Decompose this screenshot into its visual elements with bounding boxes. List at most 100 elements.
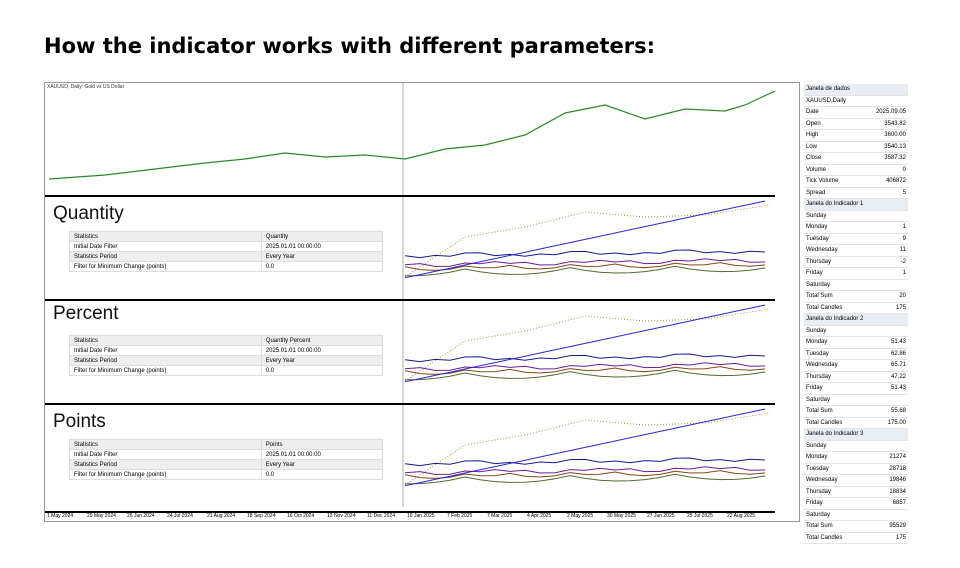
data-value: 51.43: [870, 382, 908, 395]
date-label: 26 Jun 2024: [127, 513, 155, 519]
data-window-title: Janela de dados: [804, 84, 908, 96]
data-value: 3543.82: [870, 118, 908, 130]
param-row: Statistics Period Every Year: [69, 251, 384, 262]
data-value: [870, 440, 908, 452]
data-row: Open 3543.82: [804, 118, 908, 130]
param-row: Filter for Minimum Change (points) 0.0: [69, 261, 384, 272]
indicator-lines: [402, 405, 771, 507]
data-row: Low 3540.13: [804, 141, 908, 153]
data-row: Spread 5: [804, 187, 908, 199]
data-row: Tuesday 9: [804, 233, 908, 245]
indicator-panel: Points Statistics Points Initial Date Filte…: [45, 405, 775, 513]
data-value: 47.22: [870, 371, 908, 383]
data-key: Monday: [804, 451, 871, 464]
data-row: Saturday: [804, 394, 908, 406]
data-row: Monday 21274: [804, 451, 908, 464]
param-row: Initial Date Filter 2025.01.01 00:00:00: [69, 449, 384, 460]
data-value: 6857: [870, 497, 908, 510]
date-label: 2 May 2025: [567, 513, 594, 519]
param-table: Statistics Quantity Initial Date Filter 202…: [69, 231, 384, 272]
param-row: Statistics Period Every Year: [69, 459, 384, 470]
data-value: 9: [870, 233, 908, 245]
indicator-panel: Percent Statistics Quantity Percent Initial…: [45, 301, 775, 405]
data-value: 28718: [870, 463, 908, 475]
price-panel: XAUUSD, Daily: Gold vs US Dollar: [45, 83, 775, 197]
param-cell: 0.0: [260, 469, 384, 480]
indicator-lines: [402, 301, 771, 403]
data-key: Janela do Indicador 2: [804, 313, 871, 326]
data-value: [870, 95, 908, 107]
data-value: [870, 509, 908, 521]
date-label: 27 Jun 2025: [647, 513, 675, 519]
data-row: Wednesday 19846: [804, 474, 908, 487]
param-cell: 0.0: [260, 365, 384, 376]
chart-header: XAUUSD, Daily: Gold vs US Dollar: [47, 84, 125, 90]
data-value: [870, 313, 908, 326]
data-row: Thursday 47.22: [804, 371, 908, 383]
data-row: Volume 0: [804, 164, 908, 176]
param-cell: 2025.01.01 00:00:00: [260, 449, 384, 460]
data-value: [870, 198, 908, 211]
data-value: 175.00: [870, 417, 908, 429]
data-value: 1: [870, 221, 908, 234]
data-row: Monday 1: [804, 221, 908, 234]
date-label: 7 Mar 2025: [487, 513, 513, 519]
data-value: -2: [870, 256, 908, 268]
data-value: [870, 210, 908, 222]
data-value: 0: [870, 164, 908, 176]
param-cell: Initial Date Filter: [69, 345, 262, 356]
param-cell: Filter for Minimum Change (points): [69, 261, 262, 272]
date-label: 10 Jan 2025: [407, 513, 435, 519]
price-line: [48, 83, 775, 195]
data-row: Total Sum 20: [804, 290, 908, 303]
data-row: Thursday 18834: [804, 486, 908, 498]
date-label: 24 Jul 2024: [167, 513, 193, 519]
data-value: 1: [870, 267, 908, 280]
data-row: Friday 1: [804, 267, 908, 280]
data-value: 11: [870, 244, 908, 257]
param-row: Statistics Quantity Percent: [69, 335, 384, 346]
data-key: Wednesday: [804, 474, 871, 487]
data-row: Janela do Indicador 3: [804, 428, 908, 441]
param-table: Statistics Quantity Percent Initial Date F…: [69, 335, 384, 376]
data-row: Tuesday 28718: [804, 463, 908, 475]
data-key: Tuesday: [804, 233, 871, 245]
data-key: Total Sum: [804, 290, 871, 303]
data-row: Date 2025.09.05: [804, 106, 908, 119]
param-row: Filter for Minimum Change (points) 0.0: [69, 365, 384, 376]
date-label: 25 Jul 2025: [687, 513, 713, 519]
date-label: 16 Oct 2024: [287, 513, 315, 519]
data-row: Sunday: [804, 440, 908, 452]
data-row: Janela do Indicador 1: [804, 198, 908, 211]
param-cell: Statistics: [69, 335, 262, 346]
indicator-lines: [402, 197, 771, 299]
data-row: Sunday: [804, 325, 908, 337]
param-cell: Initial Date Filter: [69, 241, 262, 252]
data-key: Close: [804, 152, 871, 165]
date-label: 13 Nov 2024: [327, 513, 356, 519]
data-key: Saturday: [804, 279, 871, 291]
date-label: 11 Dec 2024: [367, 513, 395, 519]
param-cell: Points: [260, 439, 384, 450]
data-row: Friday 6857: [804, 497, 908, 510]
panel-label: Quantity: [53, 203, 124, 224]
data-row: Close 3587.32: [804, 152, 908, 165]
data-key: Saturday: [804, 394, 871, 406]
data-key: Janela do Indicador 1: [804, 198, 871, 211]
data-key: Saturday: [804, 509, 871, 521]
data-value: 3587.32: [870, 152, 908, 165]
param-cell: Initial Date Filter: [69, 449, 262, 460]
data-row: Tick Volume 406872: [804, 175, 908, 188]
data-row: Total Sum 95529: [804, 520, 908, 533]
data-key: XAUUSD,Daily: [804, 95, 871, 107]
chart-window: XAUUSD, Daily: Gold vs US Dollar Quantit…: [44, 82, 800, 522]
data-key: Tick Volume: [804, 175, 871, 188]
title: How the indicator works with different p…: [44, 34, 656, 58]
data-key: Volume: [804, 164, 871, 176]
data-key: Total Sum: [804, 520, 871, 533]
data-value: [870, 394, 908, 406]
data-value: 175: [870, 302, 908, 314]
data-window-title-row: Janela de dados: [804, 84, 908, 96]
data-key: Friday: [804, 382, 871, 395]
data-value: 20: [870, 290, 908, 303]
